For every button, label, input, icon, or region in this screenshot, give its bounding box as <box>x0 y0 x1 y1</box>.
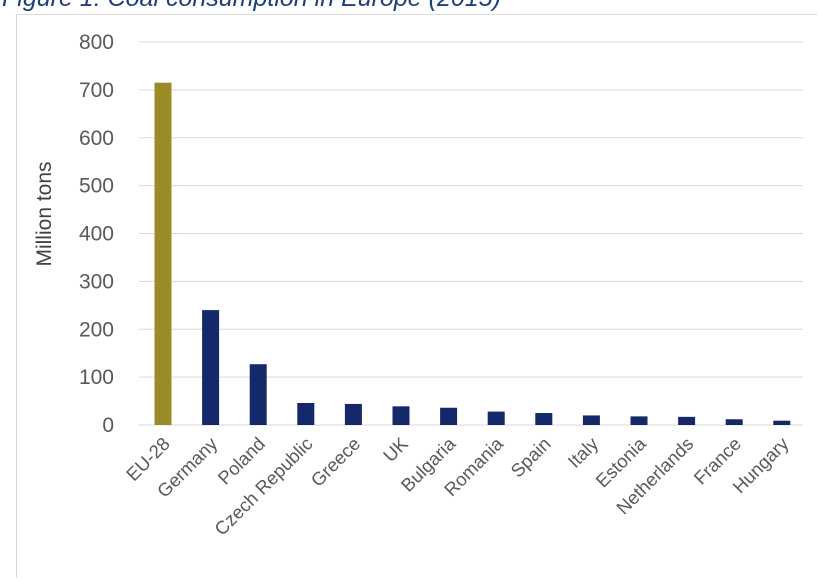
x-tick-label: UK <box>379 433 412 466</box>
bar-spain <box>535 413 553 425</box>
y-tick-label: 200 <box>79 318 114 341</box>
bar-estonia <box>630 416 648 425</box>
y-axis-ticks: 0 100 200 300 400 500 600 700 800 <box>79 31 114 437</box>
bar-france <box>725 419 743 425</box>
bar-bulgaria <box>440 407 458 425</box>
bar-poland <box>249 364 267 425</box>
y-tick-label: 700 <box>79 79 114 102</box>
y-tick-label: 300 <box>79 270 114 293</box>
y-tick-label: 100 <box>79 366 114 389</box>
bar-romania <box>487 411 505 425</box>
bar-italy <box>582 415 600 425</box>
x-tick-label: Italy <box>563 432 602 471</box>
bar-eu-28 <box>154 82 172 425</box>
gridlines <box>139 41 803 426</box>
y-tick-label: 0 <box>102 414 114 437</box>
bar-hungary <box>773 420 791 425</box>
bar-czech-republic <box>297 402 315 425</box>
figure-title: Figure 1: Coal consumption in Europe (20… <box>2 0 501 13</box>
y-tick-label: 800 <box>79 31 114 54</box>
chart-frame <box>16 14 817 578</box>
x-tick-label: Spain <box>506 433 554 481</box>
y-tick-label: 600 <box>79 127 114 150</box>
y-tick-label: 500 <box>79 175 114 198</box>
bar-germany <box>202 310 220 425</box>
bars <box>154 82 791 425</box>
bar-uk <box>392 406 410 425</box>
bar-netherlands <box>678 416 696 425</box>
y-tick-label: 400 <box>79 223 114 246</box>
bar-greece <box>344 403 362 425</box>
x-tick-label: Greece <box>306 433 364 491</box>
y-axis-title: Million tons <box>33 161 56 266</box>
